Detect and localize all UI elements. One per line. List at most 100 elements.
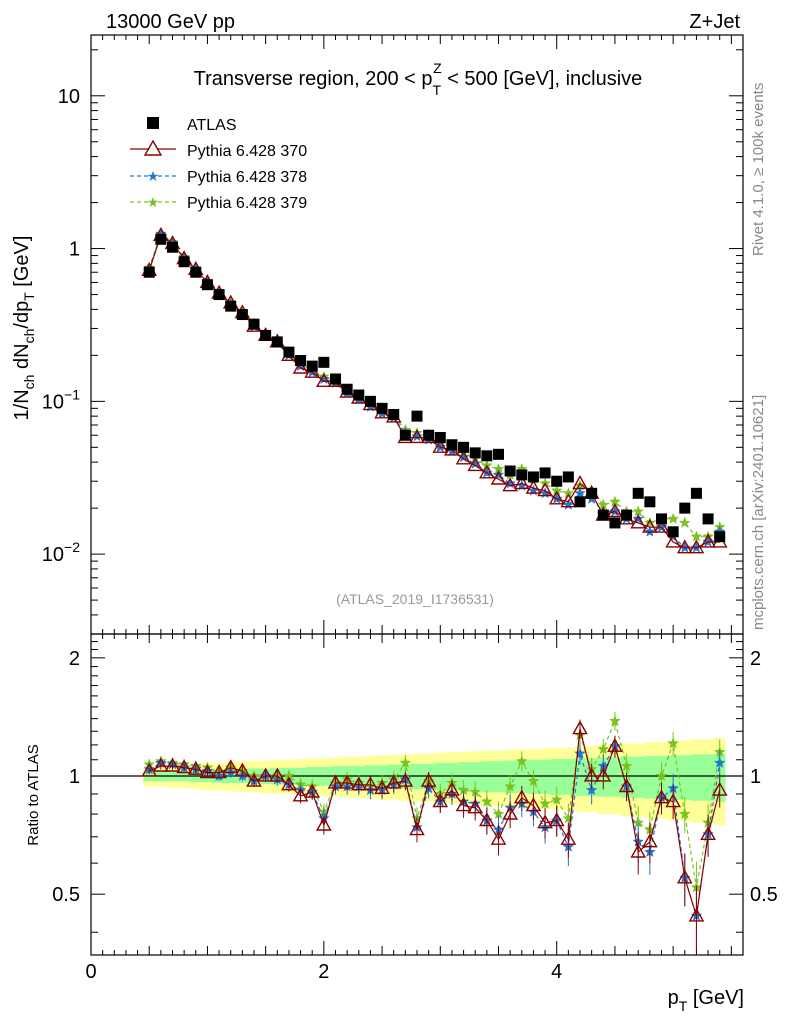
main-point-370 (292, 359, 309, 374)
ratio-point-370 (560, 830, 577, 845)
y-tick-label: 10−1 (42, 386, 80, 413)
main-point-atlas (574, 496, 586, 508)
main-point-atlas (236, 309, 248, 321)
y-tick-label: 10−2 (42, 539, 80, 566)
ratio-point-370 (385, 774, 402, 789)
main-point-370 (537, 482, 553, 497)
ratio-point-370 (187, 760, 204, 775)
main-plot: 10−2 10−1 1 10 (42, 34, 744, 635)
ratio-point-370 (548, 812, 565, 827)
ratio-point-370 (257, 767, 274, 782)
ratio-point-379 (667, 737, 680, 749)
main-point-370 (455, 450, 472, 465)
main-point-378 (643, 525, 656, 537)
main-point-atlas (690, 487, 702, 499)
legend-marker-378: ★ (147, 168, 160, 184)
collision-label: 13000 GeV pp (106, 11, 235, 33)
ratio-point-370 (141, 762, 158, 777)
ratio-point-370 (537, 814, 553, 829)
ratio-point-370 (583, 767, 600, 782)
main-point-370 (525, 479, 542, 494)
main-point-379 (678, 516, 691, 528)
main-point-atlas (504, 465, 516, 477)
ratio-point-370 (665, 793, 681, 808)
main-point-370 (560, 493, 577, 508)
ratio-point-378 (713, 756, 726, 768)
main-point-370 (676, 539, 693, 554)
ratio-point-370 (246, 772, 262, 787)
ratio-point-370 (222, 759, 239, 774)
main-point-atlas (597, 509, 609, 521)
ratio-point-378 (574, 747, 586, 759)
main-title: Transverse region, 200 < pTZ < 500 [GeV]… (194, 60, 643, 98)
legend-label-370: Pythia 6.428 370 (187, 143, 307, 160)
main-point-370 (642, 518, 658, 533)
ratio-point-370 (700, 825, 716, 840)
ratio-point-370 (420, 772, 437, 787)
ratio-plot: 0 2 4 0.5 0.5 1 1 2 2 (52, 633, 778, 983)
ratio-point-379 (504, 780, 517, 792)
main-point-atlas (376, 402, 388, 414)
ratio-point-370 (292, 787, 309, 802)
main-point-atlas (330, 373, 341, 385)
main-point-370 (665, 533, 681, 548)
main-point-atlas (667, 526, 679, 538)
main-point-378 (632, 512, 645, 524)
y-tick-label: 1 (69, 239, 80, 261)
process-label: Z+Jet (689, 11, 740, 33)
legend-entry-378: ★ Pythia 6.428 378 (130, 168, 307, 186)
ratio-point-379 (539, 797, 551, 809)
ratio-point-370 (502, 805, 518, 820)
ratio-point-370 (304, 783, 321, 798)
ratio-point-370 (607, 737, 623, 752)
ratio-point-370 (711, 781, 728, 796)
analysis-watermark: (ATLAS_2019_I1736531) (336, 591, 494, 607)
ratio-point-370 (572, 720, 588, 735)
ratio-point-370 (234, 762, 251, 777)
main-line-378 (148, 233, 721, 549)
ratio-point-370 (513, 789, 530, 804)
legend-label-378: Pythia 6.428 378 (187, 169, 307, 186)
main-point-atlas (586, 487, 598, 499)
main-point-379 (690, 530, 703, 542)
ratio-point-379 (678, 807, 691, 820)
main-point-370 (490, 470, 507, 485)
x-tick-label: 0 (85, 961, 96, 983)
legend-entry-370: Pythia 6.428 370 (130, 139, 307, 160)
legend-label-atlas: ATLAS (187, 117, 237, 134)
main-point-atlas (423, 429, 435, 441)
main-point-370 (316, 372, 332, 387)
main-point-atlas (539, 467, 551, 479)
ratio-point-379 (620, 759, 633, 772)
main-point-atlas (260, 329, 272, 341)
main-point-370 (630, 514, 647, 529)
ratio-point-370 (374, 779, 390, 794)
ratio-point-370 (455, 797, 472, 812)
main-point-atlas (632, 487, 644, 499)
main-point-atlas (178, 256, 190, 268)
main-point-370 (700, 533, 716, 548)
main-point-atlas (155, 233, 167, 245)
ratio-point-370 (397, 772, 414, 787)
main-point-atlas (481, 450, 493, 462)
ratio-point-379 (655, 769, 668, 782)
legend-marker-atlas (147, 117, 159, 129)
main-line-370 (148, 234, 720, 549)
main-point-atlas (248, 318, 260, 330)
ratio-point-370 (444, 781, 460, 796)
ratio-y-tick-label-right: 0.5 (750, 884, 778, 906)
ratio-point-370 (525, 797, 542, 812)
ratio-point-379 (527, 774, 540, 787)
uncertainty-band-inner (143, 753, 726, 802)
main-ylabel: 1/Nch dNch/dpT [GeV] (11, 236, 37, 421)
main-point-370 (688, 539, 705, 554)
main-point-370 (607, 503, 623, 518)
main-point-370 (502, 477, 518, 492)
ratio-point-370 (153, 757, 169, 772)
legend: ATLAS Pythia 6.428 370 ★ Pythia 6.428 37… (130, 117, 307, 212)
ratio-y-tick-label: 2 (69, 648, 80, 670)
ratio-point-370 (432, 793, 449, 808)
x-tick-label: 4 (551, 961, 562, 983)
ratio-point-370 (350, 776, 367, 791)
main-point-atlas (644, 496, 656, 508)
